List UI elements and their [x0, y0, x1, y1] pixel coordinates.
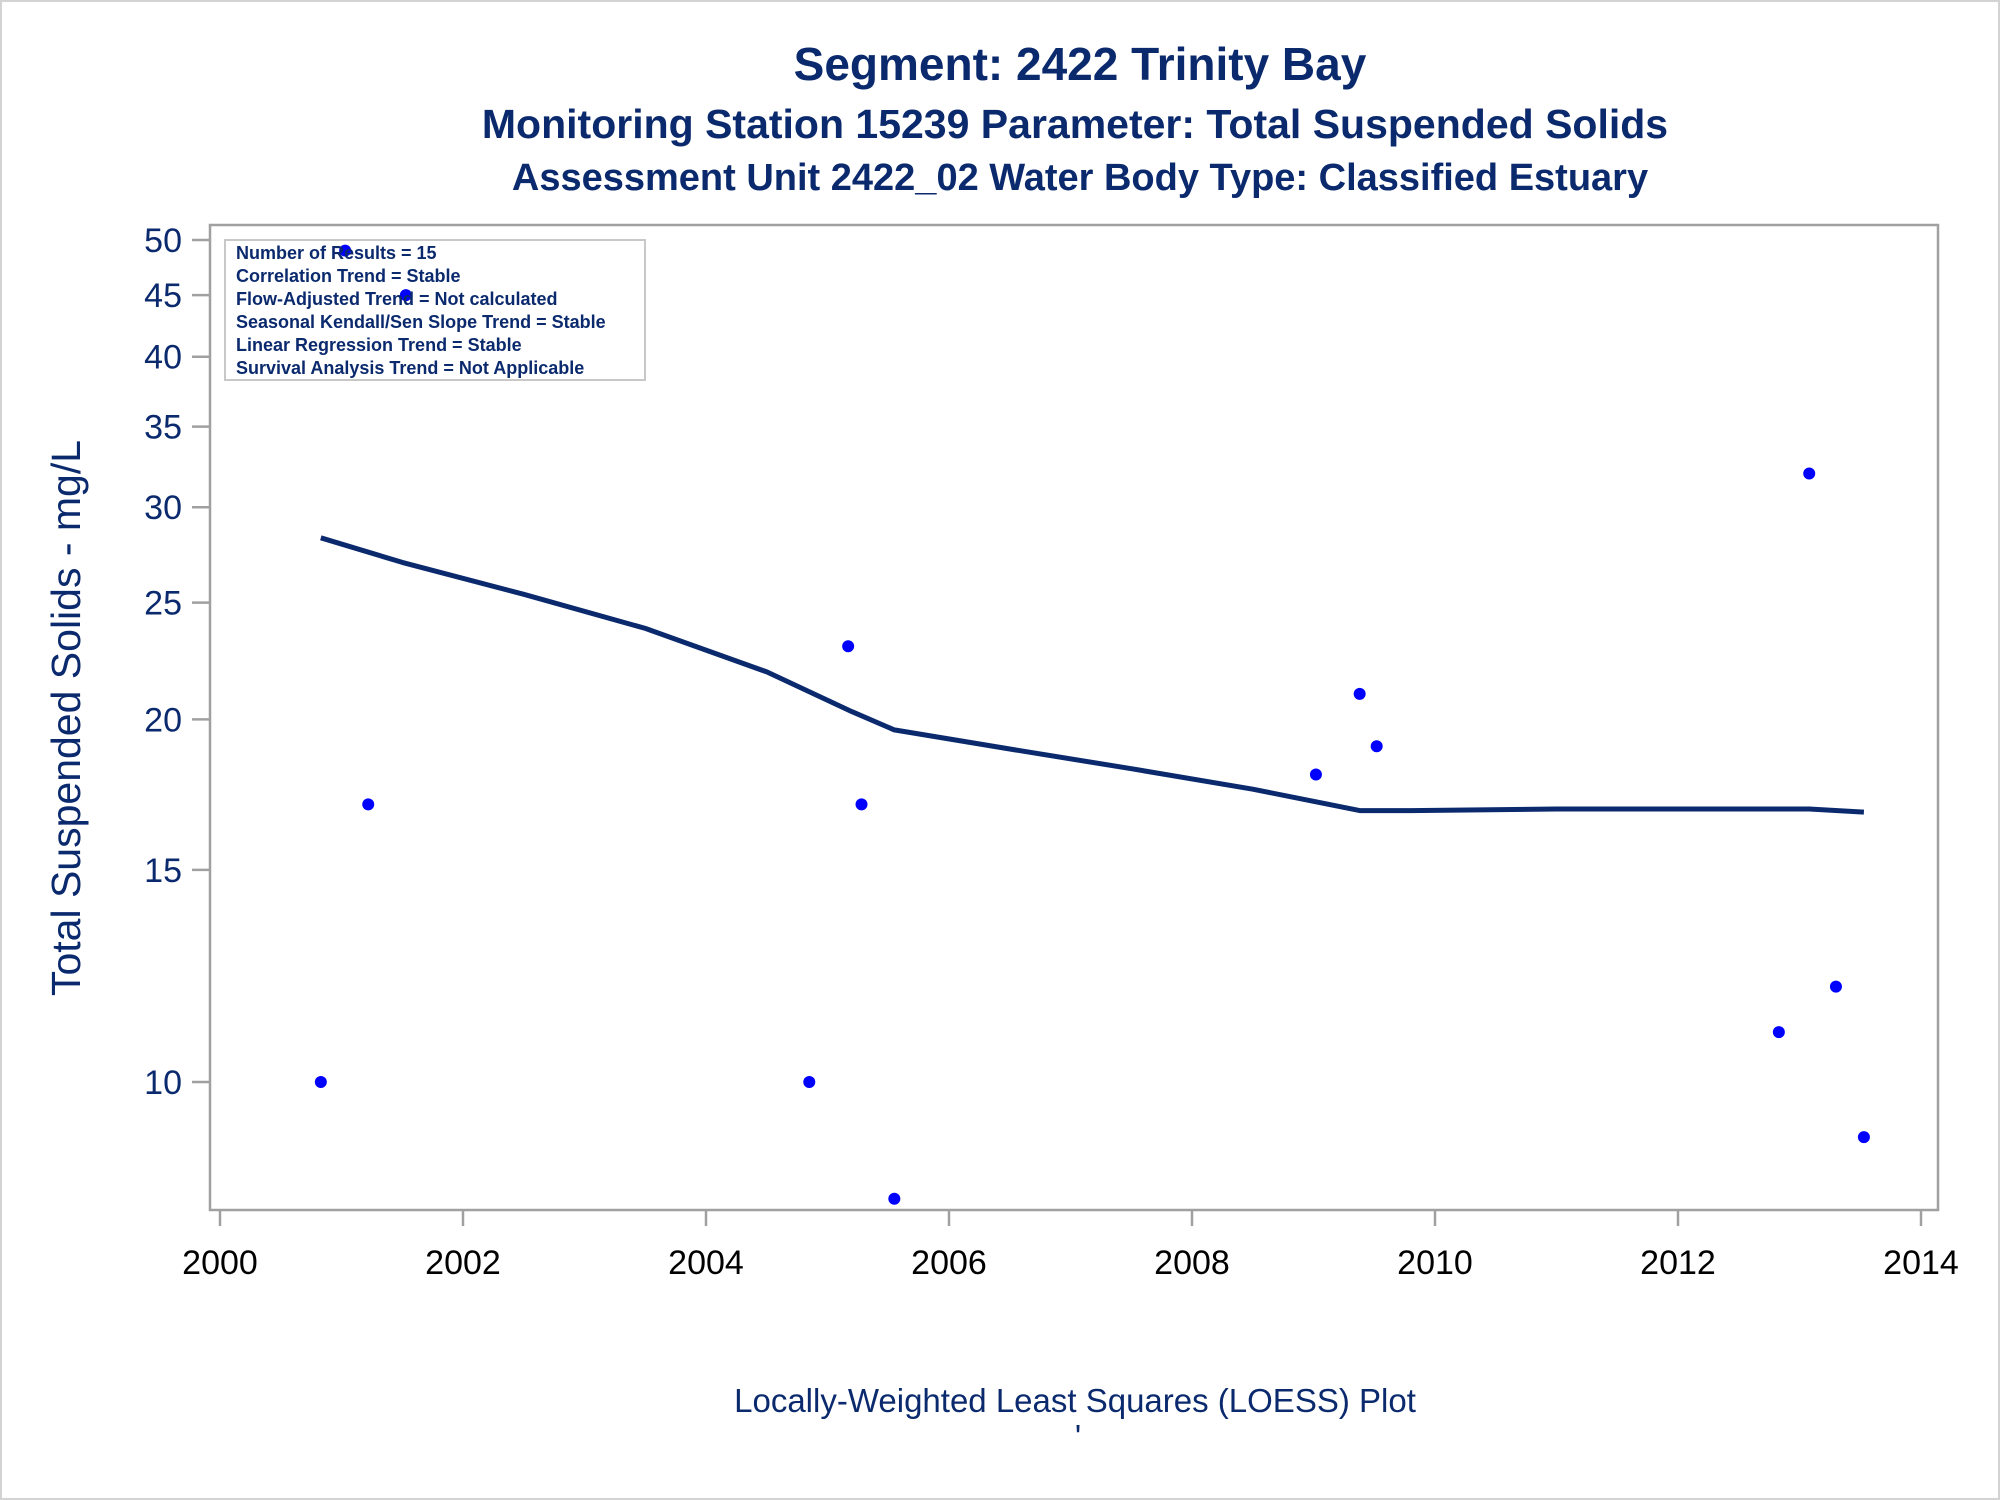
stats-line: Linear Regression Trend = Stable	[236, 335, 522, 355]
x-tick-label: 2008	[1154, 1244, 1230, 1282]
y-tick-label: 45	[144, 277, 182, 315]
stats-box: Number of Results = 15 Correlation Trend …	[224, 239, 646, 381]
stats-box-border	[224, 239, 646, 381]
data-point	[1309, 768, 1322, 781]
data-point	[888, 1192, 901, 1205]
stats-line: Number of Results = 15	[236, 243, 437, 263]
y-tick-label: 25	[144, 585, 182, 623]
y-axis-label: Total Suspended Solids - mg/L	[43, 440, 89, 996]
x-tick-label: 2014	[1883, 1244, 1959, 1282]
x-tick-label: 2006	[911, 1244, 987, 1282]
y-tick-label: 50	[144, 222, 182, 260]
data-point	[803, 1076, 816, 1088]
data-point	[1857, 1131, 1870, 1144]
stats-line: Flow-Adjusted Trend = Not calculated	[236, 289, 558, 309]
data-point	[314, 1076, 327, 1088]
x-tick-label: 2004	[668, 1244, 744, 1282]
y-tick-label: 20	[144, 701, 182, 739]
data-point	[855, 798, 868, 811]
x-tick-label: 2002	[425, 1244, 501, 1282]
data-point	[842, 640, 855, 653]
y-tick-label: 40	[144, 339, 182, 377]
x-tick-label: 2012	[1640, 1244, 1716, 1282]
y-axis: 10 15 20 25 30 35 40 45 50	[144, 222, 210, 1102]
chart-title: Segment: 2422 Trinity Bay	[794, 38, 1367, 90]
plot-area	[208, 223, 1940, 1212]
stats-line: Correlation Trend = Stable	[236, 266, 461, 286]
data-point	[1772, 1026, 1785, 1039]
data-point	[1353, 687, 1366, 700]
data-point	[339, 244, 352, 257]
chart-footnote: Locally-Weighted Least Squares (LOESS) P…	[734, 1382, 1416, 1419]
data-point	[1829, 980, 1842, 993]
data-point	[362, 798, 375, 811]
data-point	[1803, 467, 1816, 480]
x-axis: 2000 2002 2004 2006 2008 2010 2012 2014	[182, 1210, 1959, 1282]
loess-line	[320, 535, 1865, 815]
chart-subtitle: Monitoring Station 15239 Parameter: Tota…	[482, 101, 1668, 147]
footnote-mark: '	[1075, 1418, 1081, 1455]
x-tick-label: 2000	[182, 1244, 258, 1282]
stats-line: Survival Analysis Trend = Not Applicable	[236, 358, 584, 378]
data-points	[314, 244, 1870, 1205]
y-tick-label: 10	[144, 1064, 182, 1102]
x-tick-label: 2010	[1397, 1244, 1473, 1282]
data-point	[1370, 740, 1383, 753]
stats-line: Seasonal Kendall/Sen Slope Trend = Stabl…	[236, 312, 606, 332]
data-point	[399, 289, 412, 302]
y-tick-label: 15	[144, 852, 182, 890]
chart-subtitle-2: Assessment Unit 2422_02 Water Body Type:…	[512, 157, 1648, 199]
y-tick-label: 35	[144, 409, 182, 447]
y-tick-label: 30	[144, 489, 182, 527]
